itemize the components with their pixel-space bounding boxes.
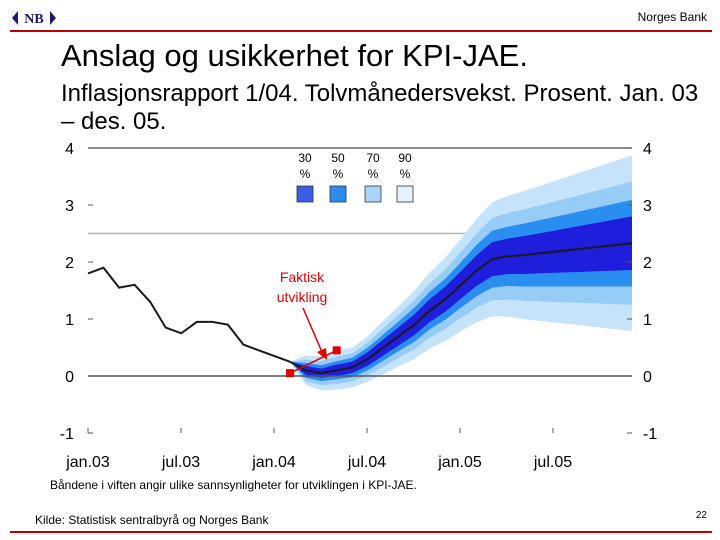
chart-footnote: Båndene i viften angir ulike sannsynligh… — [50, 478, 417, 492]
annotation-arrow — [302, 307, 323, 353]
x-tick-label: jul.03 — [161, 454, 200, 471]
y-tick-label-left: 1 — [65, 312, 74, 329]
footer-divider — [10, 531, 712, 533]
norges-bank-logo: NB — [12, 11, 56, 27]
y-tick-label-right: 0 — [643, 369, 652, 386]
legend-unit: % — [400, 167, 411, 181]
legend-label: 50 — [331, 151, 345, 165]
annotation-arrowhead — [317, 348, 327, 360]
x-tick-label: jul.05 — [533, 454, 572, 471]
marker-connector — [289, 349, 338, 374]
logo-emblem — [12, 11, 56, 25]
slide-title: Anslag og usikkerhet for KPI-JAE. — [61, 38, 528, 73]
bank-name: Norges Bank — [637, 10, 707, 24]
slide-subtitle: Inflasjonsrapport 1/04. Tolvmånedersveks… — [61, 80, 699, 135]
legend-swatch — [296, 185, 314, 203]
y-tick-label-left: 4 — [65, 141, 74, 158]
y-tick-label-right: 4 — [643, 141, 652, 158]
legend-swatch — [396, 185, 414, 203]
x-tick-label: jul.04 — [347, 454, 386, 471]
y-tick-label-left: 3 — [65, 198, 74, 215]
y-tick-label-right: -1 — [643, 426, 657, 443]
page-number: 22 — [695, 510, 707, 521]
legend-label: 70 — [366, 151, 380, 165]
legend-swatch — [364, 185, 382, 203]
x-tick-label: jan.05 — [437, 454, 482, 471]
source-note: Kilde: Statistisk sentralbyrå og Norges … — [35, 513, 269, 527]
logo-text: NB — [24, 12, 43, 27]
y-tick-label-left: -1 — [60, 426, 74, 443]
annotation-label: utvikling — [277, 289, 328, 305]
legend-swatch — [329, 185, 347, 203]
legend-label: 30 — [298, 151, 312, 165]
y-tick-label-left: 0 — [65, 369, 74, 386]
x-tick-label: jan.04 — [251, 454, 296, 471]
legend-unit: % — [300, 167, 311, 181]
data-marker — [286, 369, 295, 378]
header-divider — [10, 30, 712, 32]
data-marker — [332, 346, 341, 355]
annotation-label: Faktisk — [280, 269, 325, 285]
legend-unit: % — [333, 167, 344, 181]
series-projection-line — [289, 242, 633, 375]
y-tick-label-right: 1 — [643, 312, 652, 329]
legend-label: 90 — [398, 151, 412, 165]
legend-unit: % — [368, 167, 379, 181]
y-tick-label-right: 3 — [643, 198, 652, 215]
fan-band30 — [290, 216, 632, 378]
x-tick-label: jan.03 — [65, 454, 110, 471]
y-tick-label-right: 2 — [643, 255, 652, 272]
y-tick-label-left: 2 — [65, 255, 74, 272]
series-actual-line — [87, 266, 291, 363]
